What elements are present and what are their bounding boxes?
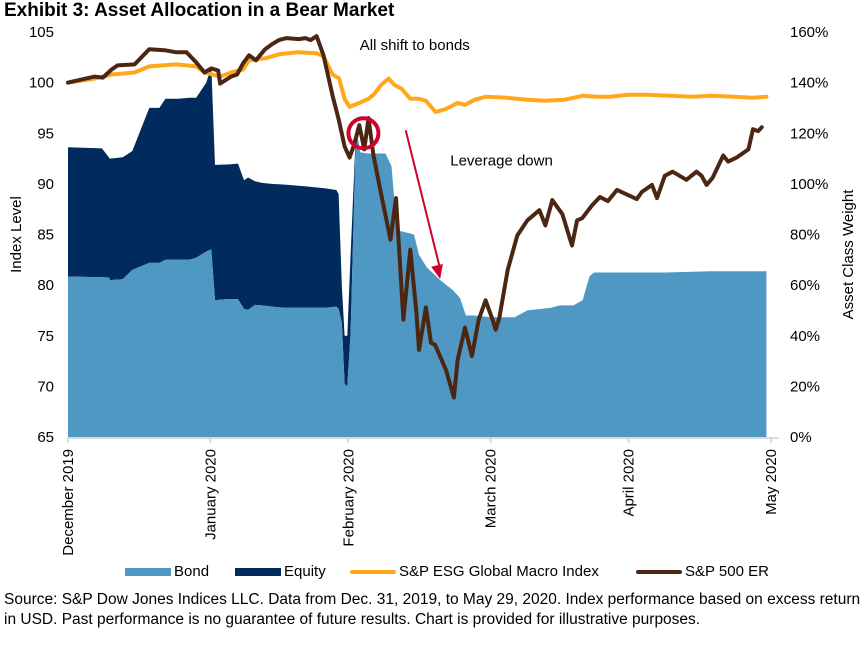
y-left-tick-label: 90 [37, 176, 54, 193]
x-tick-label: December 2019 [60, 449, 77, 556]
chart-title: Exhibit 3: Asset Allocation in a Bear Ma… [4, 0, 395, 21]
sp500-line [66, 34, 764, 400]
axes-layer: December 2019 January 2020 February 2020 Ma… [8, 24, 857, 556]
legend-label-equity: Equity [284, 563, 326, 580]
x-tick-label: January 2020 [202, 449, 219, 540]
bond-area [68, 126, 767, 438]
lines-layer [66, 34, 769, 400]
annotations-layer: All shift to bonds Leverage down [346, 37, 553, 280]
source-note: Source: S&P Dow Jones Indices LLC. Data … [4, 591, 861, 628]
x-tick-label: March 2020 [483, 449, 500, 528]
y-left-tick-label: 85 [37, 227, 54, 244]
x-tick-label: April 2020 [621, 449, 638, 517]
arrow-shaft [404, 129, 442, 270]
legend-swatch-esg-macro [350, 569, 396, 574]
y-right-tick-label: 120% [790, 125, 828, 142]
areas-layer [68, 66, 767, 438]
y-right-tick-label: 40% [790, 328, 820, 345]
y-right-tick-label: 20% [790, 378, 820, 395]
y-right-tick-label: 0% [790, 429, 812, 446]
arrow-head-icon [431, 264, 443, 280]
legend-item-bond: Bond [125, 563, 209, 580]
y-right-axis-title: Asset Class Weight [840, 189, 857, 320]
y-left-tick-label: 70 [37, 378, 54, 395]
x-tick-label: February 2020 [340, 449, 357, 547]
legend: Bond Equity S&P ESG Global Macro Index S… [0, 563, 866, 585]
legend-swatch-equity [235, 567, 281, 576]
y-right-tick-label: 100% [790, 176, 828, 193]
chart: December 2019 January 2020 February 2020 Ma… [8, 24, 857, 556]
legend-label-sp500: S&P 500 ER [685, 563, 769, 580]
legend-item-sp500: S&P 500 ER [636, 563, 769, 580]
legend-swatch-bond [125, 567, 171, 576]
y-left-tick-label: 65 [37, 429, 54, 446]
y-right-tick-label: 60% [790, 277, 820, 294]
y-left-tick-label: 105 [29, 24, 54, 41]
y-left-axis-title: Index Level [8, 196, 25, 273]
y-right-tick-label: 160% [790, 24, 828, 41]
y-right-tick-label: 140% [790, 75, 828, 92]
x-tick-label: May 2020 [763, 449, 780, 515]
legend-swatch-sp500 [636, 569, 682, 574]
esg-macro-line [66, 50, 769, 114]
y-left-tick-label: 75 [37, 328, 54, 345]
y-left-tick-label: 95 [37, 125, 54, 142]
y-right-tick-label: 80% [790, 227, 820, 244]
y-left-tick-label: 80 [37, 277, 54, 294]
annotation-leverage-down: Leverage down [450, 153, 553, 170]
legend-label-bond: Bond [174, 563, 210, 580]
equity-area [68, 66, 357, 387]
y-left-tick-label: 100 [29, 75, 54, 92]
highlight-circle [346, 116, 381, 151]
legend-item-equity: Equity [235, 563, 326, 580]
legend-item-esg-macro: S&P ESG Global Macro Index [350, 563, 599, 580]
annotation-all-shift-to-bonds: All shift to bonds [360, 37, 470, 54]
legend-label-esg-macro: S&P ESG Global Macro Index [399, 563, 599, 580]
